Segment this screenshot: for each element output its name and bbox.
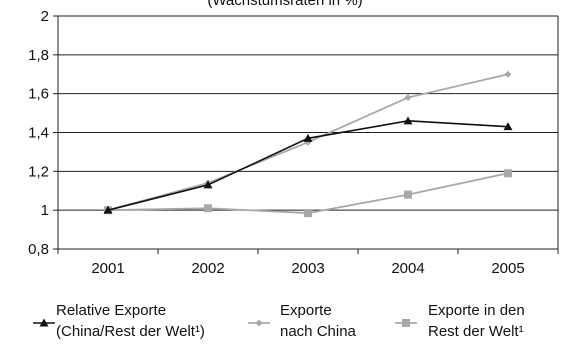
x-tick-label: 2004 bbox=[391, 260, 424, 277]
data-point bbox=[204, 204, 212, 213]
x-tick-label: 2003 bbox=[291, 260, 324, 277]
legend-label: Rest der Welt¹ bbox=[428, 323, 524, 340]
x-tick-label: 2001 bbox=[91, 260, 124, 277]
legend-label: Relative Exporte bbox=[56, 302, 166, 319]
y-tick-label: 2 bbox=[41, 8, 49, 25]
data-point bbox=[503, 122, 513, 131]
series-diamond bbox=[104, 70, 512, 214]
x-tick-label: 2005 bbox=[491, 260, 524, 277]
legend-item: Relative Exporte (China/Rest der Welt¹) bbox=[33, 302, 205, 340]
data-point bbox=[504, 169, 512, 178]
data-point bbox=[203, 180, 213, 189]
y-tick-label: 1 bbox=[41, 202, 49, 219]
legend-label: Exporte bbox=[280, 302, 332, 319]
legend: Relative Exporte (China/Rest der Welt¹) Ex… bbox=[33, 302, 525, 340]
legend-label: Exporte in den bbox=[428, 302, 525, 319]
legend-item: Exporte nach China bbox=[248, 302, 357, 340]
data-point bbox=[103, 205, 113, 214]
data-point bbox=[504, 70, 512, 78]
data-point bbox=[303, 133, 313, 142]
legend-swatch-marker bbox=[255, 319, 263, 327]
data-point bbox=[403, 116, 413, 125]
y-tick-label: 1,8 bbox=[28, 47, 49, 64]
legend-item: Exporte in den Rest der Welt¹ bbox=[395, 302, 525, 340]
y-tick-label: 0,8 bbox=[28, 241, 49, 258]
y-tick-label: 1,4 bbox=[28, 125, 49, 142]
legend-label: nach China bbox=[280, 323, 357, 340]
axis-layer: 0,8 1 1,2 1,4 1,6 1,8 2 2001 2002 2003 2004 2005 bbox=[28, 8, 559, 277]
legend-label: (China/Rest der Welt¹) bbox=[56, 323, 205, 340]
y-tick-label: 1,2 bbox=[28, 163, 49, 180]
chart-subtitle: (Wachstumsraten in %) bbox=[207, 0, 362, 9]
legend-swatch-marker bbox=[402, 319, 410, 327]
y-tick-label: 1,6 bbox=[28, 86, 49, 103]
series-layer bbox=[103, 70, 513, 218]
data-point bbox=[304, 209, 312, 218]
legend-swatch-marker bbox=[39, 318, 49, 327]
data-point bbox=[404, 190, 412, 199]
series-triangle bbox=[103, 116, 513, 214]
x-tick-label: 2002 bbox=[191, 260, 224, 277]
data-point bbox=[404, 94, 412, 102]
